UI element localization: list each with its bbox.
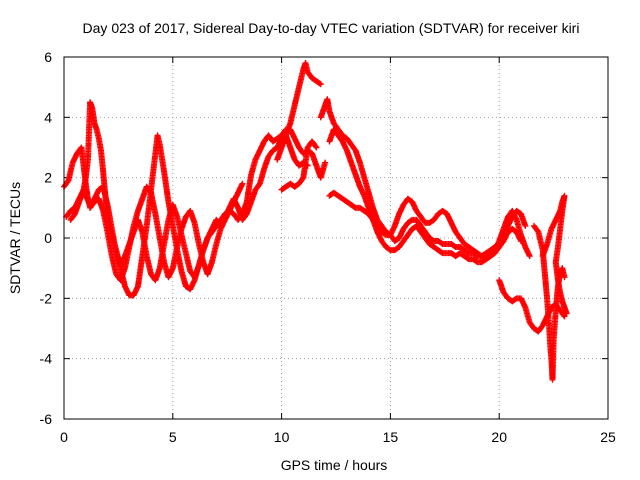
data-point (239, 180, 246, 187)
data-point (322, 159, 329, 166)
data-point (316, 80, 323, 87)
data-point (64, 178, 71, 185)
x-axis-label: GPS time / hours (281, 457, 388, 473)
series-G (326, 126, 524, 266)
data-point (561, 274, 568, 281)
y-tick-label: -2 (40, 290, 53, 306)
y-tick-label: -6 (40, 411, 53, 427)
x-tick-label: 20 (491, 429, 507, 445)
x-tick-label: 5 (169, 429, 177, 445)
x-tick-label: 0 (60, 429, 68, 445)
y-tick-label: 4 (44, 109, 52, 125)
data-point (313, 144, 320, 151)
data-point (317, 81, 324, 88)
x-tick-label: 25 (600, 429, 616, 445)
chart-title: Day 023 of 2017, Sidereal Day-to-day VTE… (83, 20, 580, 36)
data-points (61, 60, 570, 383)
plot-frame (63, 56, 609, 420)
x-tick-label: 10 (274, 429, 290, 445)
series-H (326, 189, 533, 263)
y-tick-label: 6 (44, 49, 52, 65)
axis-ticks: 0 5 10 15 20 25 -6 -4 -2 0 2 4 6 (40, 49, 616, 445)
data-point (299, 175, 306, 182)
y-axis-label: SDTVAR / TECUs (7, 182, 23, 294)
data-point (560, 312, 567, 319)
data-point (312, 143, 319, 150)
y-tick-label: 0 (44, 230, 52, 246)
x-tick-label: 15 (383, 429, 399, 445)
series-E (278, 138, 320, 193)
y-tick-label: 2 (44, 170, 52, 186)
y-tick-label: -4 (40, 351, 53, 367)
data-point (526, 253, 533, 260)
data-point (522, 222, 529, 229)
data-point (534, 227, 541, 234)
series-D (274, 60, 324, 163)
data-point (563, 310, 570, 317)
series-K (539, 192, 570, 317)
data-point (561, 313, 568, 320)
